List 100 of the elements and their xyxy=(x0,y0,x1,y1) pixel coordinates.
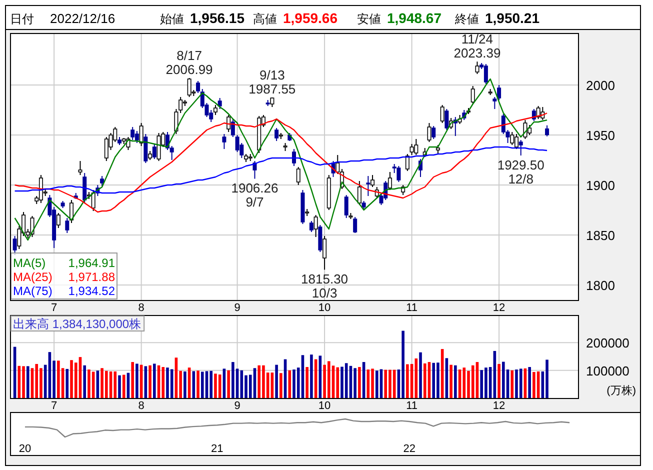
candlestick xyxy=(322,236,327,270)
annotation: 9/13 1987.55 xyxy=(248,67,296,96)
text: 安値 xyxy=(357,12,381,26)
bar xyxy=(358,367,361,398)
bar xyxy=(30,368,34,398)
candlestick xyxy=(100,176,104,186)
bar xyxy=(35,364,38,398)
candlestick xyxy=(230,118,235,138)
candlestick xyxy=(410,144,414,156)
x-tick-label: 11 xyxy=(406,302,418,314)
candlestick xyxy=(523,120,528,140)
text: 1,959.66 xyxy=(283,10,338,26)
bar xyxy=(92,372,95,398)
candlestick xyxy=(314,214,318,238)
x-tick-label: 7 xyxy=(51,302,58,314)
candlestick xyxy=(56,212,60,228)
bar xyxy=(450,364,452,398)
x-tick-label: 8 xyxy=(138,302,144,314)
candlestick xyxy=(218,98,222,110)
candlestick xyxy=(187,78,192,98)
candlestick xyxy=(274,128,279,142)
y-tick-label: 1850 xyxy=(586,228,615,243)
candlestick xyxy=(497,84,502,100)
candlestick xyxy=(432,126,436,140)
candlestick xyxy=(174,108,178,134)
bar xyxy=(222,368,226,398)
bar xyxy=(210,370,213,398)
annotation: 1,934.52 xyxy=(68,284,116,298)
x-tick-label: 21 xyxy=(211,443,224,455)
bar xyxy=(184,371,186,398)
bar xyxy=(166,368,169,398)
candlestick xyxy=(440,104,444,124)
candlestick xyxy=(366,176,370,196)
bar xyxy=(174,358,178,398)
bar xyxy=(384,370,388,398)
bar xyxy=(502,362,505,398)
candlestick xyxy=(353,216,358,234)
bar xyxy=(310,354,313,398)
line-series xyxy=(14,78,548,241)
bar xyxy=(375,370,378,398)
bar xyxy=(148,365,152,398)
bar xyxy=(240,370,244,398)
bar xyxy=(227,370,230,398)
text: MA(25) xyxy=(13,270,52,284)
bar xyxy=(498,364,500,398)
y-tick-label: 1950 xyxy=(586,128,615,143)
candlestick xyxy=(427,122,432,142)
x-tick-label: 10 xyxy=(318,400,331,412)
bar xyxy=(153,364,156,398)
annotation: 1815.30 10/3 xyxy=(301,272,348,301)
candlestick xyxy=(213,104,218,116)
candlestick xyxy=(65,218,70,234)
bar xyxy=(131,362,134,398)
bar xyxy=(546,360,548,398)
candlestick xyxy=(444,108,449,130)
x-tick-label: 22 xyxy=(403,443,416,455)
candlestick xyxy=(156,132,161,162)
candlestick xyxy=(82,172,87,204)
series-label: MA(5) xyxy=(13,256,46,270)
bar xyxy=(510,370,514,398)
y-axis-title: (万株) xyxy=(606,384,636,397)
x-tick-label: 10 xyxy=(318,302,331,314)
candlestick xyxy=(130,126,135,140)
annotation: 1929.50 12/8 xyxy=(497,158,544,186)
bar xyxy=(66,368,69,398)
bar xyxy=(371,368,374,398)
x-tick-label: 12 xyxy=(492,400,506,412)
bar xyxy=(83,365,86,398)
candlestick xyxy=(226,114,231,132)
bar xyxy=(26,366,30,398)
candlestick xyxy=(222,134,226,150)
bar xyxy=(170,369,174,398)
bar xyxy=(519,368,522,398)
x-tick-label: 9 xyxy=(234,302,240,314)
x-tick-label: 20 xyxy=(18,443,32,455)
y-tick-label: 2000 xyxy=(586,78,615,93)
candlestick xyxy=(405,154,410,172)
x-tick-label: 7 xyxy=(51,400,58,412)
text: 終値 xyxy=(454,12,479,26)
bar xyxy=(462,368,466,398)
line-series xyxy=(14,112,548,213)
x-tick-label: 8 xyxy=(138,400,144,412)
bar xyxy=(232,362,234,398)
y-tick-label: 100000 xyxy=(586,363,630,378)
bar xyxy=(423,363,426,398)
text: 高値 xyxy=(253,12,277,26)
bar xyxy=(454,365,457,398)
bar xyxy=(144,366,148,398)
bar xyxy=(471,365,474,398)
text: MA(75) xyxy=(13,284,52,298)
x-tick-label: 12 xyxy=(492,302,506,314)
candlestick xyxy=(470,86,475,104)
text: 1,956.15 xyxy=(190,10,245,26)
y-tick-label: 200000 xyxy=(586,336,630,351)
y-tick-label: 1800 xyxy=(586,278,615,293)
candlestick xyxy=(370,174,375,188)
text: 始値 xyxy=(160,12,184,26)
bar xyxy=(214,374,217,398)
bar xyxy=(354,368,356,398)
bar xyxy=(96,370,100,398)
